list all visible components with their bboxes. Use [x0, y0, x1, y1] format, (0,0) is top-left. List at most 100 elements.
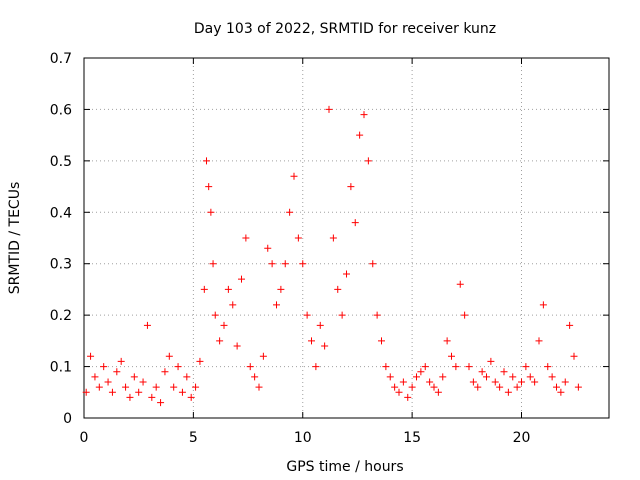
data-point — [117, 357, 125, 365]
data-point — [122, 383, 130, 391]
data-point — [203, 157, 210, 165]
data-point — [312, 363, 320, 371]
data-point — [518, 378, 525, 386]
data-point — [452, 363, 460, 371]
data-point — [329, 234, 337, 242]
data-point — [404, 393, 412, 401]
chart-title: Day 103 of 2022, SRMTID for receiver kun… — [194, 21, 496, 37]
data-point — [526, 373, 534, 381]
plot-frame — [83, 57, 610, 419]
y-tick-label: 0.7 — [50, 51, 72, 67]
data-point — [343, 270, 350, 278]
data-point — [448, 352, 455, 360]
data-point — [255, 383, 263, 391]
data-point — [205, 183, 213, 191]
data-point — [268, 260, 276, 268]
data-point — [408, 383, 416, 391]
y-tick-label: 0.4 — [50, 205, 72, 221]
data-point — [100, 363, 108, 371]
data-point — [434, 388, 442, 396]
data-point — [192, 383, 200, 391]
data-point — [478, 368, 486, 376]
data-point — [574, 383, 582, 391]
x-tick-label: 0 — [80, 430, 89, 446]
x-tick-label: 15 — [403, 430, 421, 446]
data-point — [522, 363, 530, 371]
data-point — [224, 285, 232, 293]
grid-lines — [84, 58, 609, 418]
data-point — [504, 388, 512, 396]
data-point — [439, 373, 447, 381]
data-point — [500, 368, 508, 376]
data-point — [174, 363, 182, 371]
data-point — [548, 373, 556, 381]
data-point — [87, 352, 95, 360]
data-point — [382, 363, 390, 371]
data-point — [303, 311, 311, 319]
x-tick-label: 5 — [189, 430, 198, 446]
data-point — [277, 285, 285, 293]
data-point — [308, 337, 315, 345]
data-point — [170, 383, 178, 391]
data-point — [251, 373, 259, 381]
data-point — [430, 383, 438, 391]
data-point — [246, 363, 254, 371]
data-point — [259, 352, 267, 360]
data-point — [373, 311, 381, 319]
data-point — [391, 383, 399, 391]
data-point — [356, 131, 364, 139]
data-point — [294, 234, 302, 242]
data-point — [139, 378, 147, 386]
data-point — [95, 383, 103, 391]
data-point — [178, 388, 186, 396]
x-tick-label: 20 — [513, 430, 531, 446]
data-point — [91, 373, 99, 381]
data-point — [461, 311, 469, 319]
data-point — [299, 260, 307, 268]
data-point — [509, 373, 517, 381]
x-tick-label: 10 — [294, 430, 312, 446]
data-point — [209, 260, 217, 268]
data-point — [570, 352, 578, 360]
data-point — [183, 373, 191, 381]
data-point — [338, 311, 346, 319]
data-point — [426, 378, 434, 386]
data-point — [539, 301, 547, 309]
data-point — [421, 363, 429, 371]
data-point — [487, 357, 495, 365]
data-point — [104, 378, 112, 386]
data-point — [544, 363, 552, 371]
data-point — [557, 388, 565, 396]
data-point — [233, 342, 241, 350]
data-point — [211, 311, 219, 319]
data-point — [386, 373, 394, 381]
data-point — [347, 183, 355, 191]
data-point — [286, 208, 294, 216]
data-point — [187, 393, 195, 401]
data-point — [316, 321, 324, 329]
data-point — [264, 244, 272, 252]
data-point — [325, 105, 333, 113]
data-point — [496, 383, 504, 391]
data-point — [135, 388, 143, 396]
data-point — [465, 363, 473, 371]
y-tick-label: 0.6 — [50, 102, 72, 118]
data-point — [165, 352, 173, 360]
data-point — [561, 378, 569, 386]
data-point — [242, 234, 250, 242]
data-point — [82, 388, 90, 396]
data-point — [364, 157, 372, 165]
data-point — [351, 219, 359, 227]
data-point — [469, 378, 477, 386]
data-point — [483, 373, 490, 381]
data-point — [207, 208, 215, 216]
data-point — [531, 378, 539, 386]
y-axis-label: SRMTID / TECUs — [7, 182, 23, 295]
data-point — [456, 280, 464, 288]
data-point — [369, 260, 377, 268]
data-point — [148, 393, 156, 401]
data-point — [321, 342, 329, 350]
data-point — [108, 388, 116, 396]
data-point — [399, 378, 407, 386]
